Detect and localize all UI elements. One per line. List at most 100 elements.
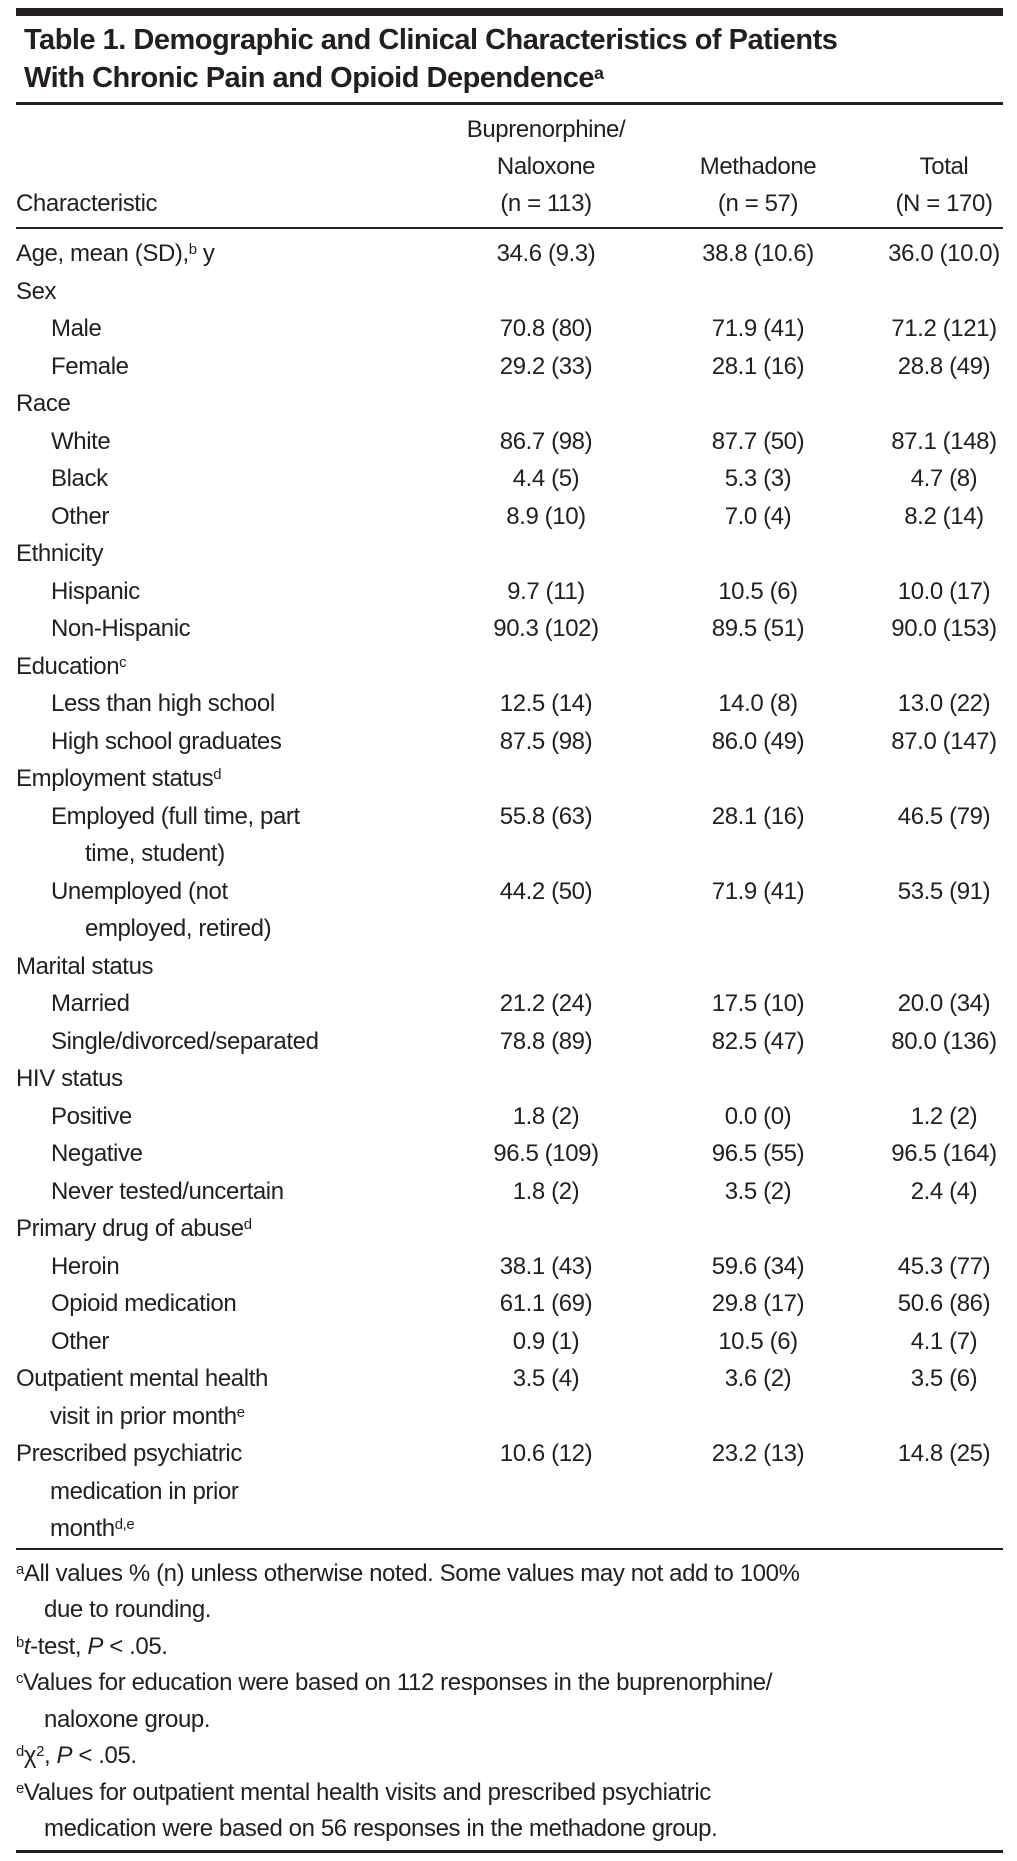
row-value: 3.6 (2) xyxy=(724,1365,792,1392)
table-row: Marital status xyxy=(16,948,1003,986)
row-label: Prescribed psychiatric medication in prio… xyxy=(16,1435,461,1548)
row-value xyxy=(631,1060,885,1098)
row-label-text: Sex xyxy=(16,277,57,305)
row-value: 53.5 (91) xyxy=(897,877,991,905)
row-value xyxy=(631,535,885,573)
row-value: 0.0 (0) xyxy=(724,1102,792,1130)
row-value: 96.5 (164) xyxy=(891,1140,997,1167)
row-label: Opioid medication xyxy=(16,1285,461,1323)
table-row: Other 0.9 (1) 10.5 (6) 4.1 (7) xyxy=(16,1323,1003,1361)
row-value: 44.2 (50) xyxy=(499,877,593,905)
row-value xyxy=(461,760,631,798)
row-value: 12.5 (14) xyxy=(499,690,593,717)
row-label-text: Single/divorced/separated xyxy=(51,1027,319,1055)
col-header-line: Methadone xyxy=(699,153,817,180)
row-label: White xyxy=(16,423,461,461)
table-title-line-1: Table 1. Demographic and Clinical Charac… xyxy=(24,24,838,56)
row-label: Positive xyxy=(16,1098,461,1136)
row-label: Unemployed (not employed, retired) xyxy=(16,873,461,948)
row-label-text: White xyxy=(51,427,111,455)
table-row: Other 8.9 (10) 7.0 (4) 8.2 (14) xyxy=(16,498,1003,536)
row-value: 9.7 (11) xyxy=(507,577,585,605)
row-value xyxy=(461,1210,631,1248)
row-value: 3.5 (2) xyxy=(724,1177,792,1205)
footnote-line: dχ2, P < .05. xyxy=(16,1742,137,1769)
row-label-text: Unemployed (not xyxy=(51,877,228,905)
row-label-text: Primary drug of abused xyxy=(16,1215,252,1242)
row-label-text: Age, mean (SD),b y xyxy=(16,240,215,267)
row-value: 20.0 (34) xyxy=(897,990,991,1017)
row-value: 0.9 (1) xyxy=(512,1327,580,1355)
table-row: Age, mean (SD),b y 34.6 (9.3) 38.8 (10.6) 3… xyxy=(16,228,1003,273)
row-value: 55.8 (63) xyxy=(499,802,593,830)
table-row: Educationc xyxy=(16,648,1003,686)
table-row: Race xyxy=(16,385,1003,423)
row-label: Non-Hispanic xyxy=(16,610,461,648)
row-value: 17.5 (10) xyxy=(711,990,805,1017)
row-label-text: Ethnicity xyxy=(16,540,104,567)
row-value: 4.1 (7) xyxy=(910,1327,978,1355)
row-value xyxy=(631,1210,885,1248)
row-label: Educationc xyxy=(16,648,461,686)
footnote: dχ2, P < .05. xyxy=(16,1738,1003,1775)
table-row: Employment statusd xyxy=(16,760,1003,798)
table-row: Black 4.4 (5) 5.3 (3) 4.7 (8) xyxy=(16,460,1003,498)
row-value: 78.8 (89) xyxy=(499,1027,593,1055)
row-value: 71.9 (41) xyxy=(711,315,805,342)
row-label: Ethnicity xyxy=(16,535,461,573)
row-value: 1.8 (2) xyxy=(512,1177,580,1205)
header-row: Characteristic Buprenorphine/ Naloxone (… xyxy=(16,105,1003,229)
row-value: 1.8 (2) xyxy=(512,1102,580,1130)
row-label: Single/divorced/separated xyxy=(16,1023,461,1061)
row-label-continuation: employed, retired) xyxy=(85,915,272,942)
table-row: Single/divorced/separated 78.8 (89) 82.5 (… xyxy=(16,1023,1003,1061)
row-label: Never tested/uncertain xyxy=(16,1173,461,1211)
row-value: 10.5 (6) xyxy=(718,577,798,605)
table-row: Outpatient mental health visit in prior m… xyxy=(16,1360,1003,1435)
footnote: eValues for outpatient mental health vis… xyxy=(16,1775,1003,1848)
row-value xyxy=(631,948,885,986)
table-row: Opioid medication 61.1 (69) 29.8 (17) 50.6 … xyxy=(16,1285,1003,1323)
table-row: Primary drug of abused xyxy=(16,1210,1003,1248)
row-label: Negative xyxy=(16,1135,461,1173)
row-label: Married xyxy=(16,985,461,1023)
footnote: bt-test, P < .05. xyxy=(16,1629,1003,1666)
top-rule-bar xyxy=(16,8,1003,16)
row-label-text: Other xyxy=(51,502,110,530)
row-value: 1.2 (2) xyxy=(910,1102,978,1130)
row-label-continuation: visit in prior monthe xyxy=(50,1402,245,1430)
col-header-buprenorphine-naloxone: Buprenorphine/ Naloxone (n = 113) xyxy=(461,105,631,229)
footnote-line-continuation: due to rounding. xyxy=(44,1596,212,1623)
table-row: Sex xyxy=(16,273,1003,311)
row-label-text: Negative xyxy=(51,1140,143,1167)
row-label: Other xyxy=(16,498,461,536)
row-value: 71.2 (121) xyxy=(891,315,997,342)
rule-above-footnotes xyxy=(16,1547,1003,1550)
row-value: 21.2 (24) xyxy=(499,990,593,1017)
row-label-text: Less than high school xyxy=(51,690,275,717)
table-row: Prescribed psychiatric medication in prio… xyxy=(16,1435,1003,1548)
row-label-text: Black xyxy=(51,465,108,492)
row-label: Male xyxy=(16,310,461,348)
row-value: 4.7 (8) xyxy=(910,465,978,492)
row-value: 45.3 (77) xyxy=(897,1252,991,1280)
col-header-methadone: Methadone (n = 57) xyxy=(631,105,885,229)
table-row: Employed (full time, part time, student) 5… xyxy=(16,798,1003,873)
row-value xyxy=(631,385,885,423)
row-value: 59.6 (34) xyxy=(711,1252,805,1280)
table-row: Never tested/uncertain 1.8 (2) 3.5 (2) 2.4 … xyxy=(16,1173,1003,1211)
row-label-continuation: monthd,e xyxy=(50,1515,135,1542)
row-value: 86.0 (49) xyxy=(711,727,805,755)
row-value xyxy=(885,273,1003,311)
footnote: aAll values % (n) unless otherwise noted… xyxy=(16,1556,1003,1629)
col-header-line: (n = 113) xyxy=(500,190,592,217)
row-value: 86.7 (98) xyxy=(499,427,593,455)
row-value: 5.3 (3) xyxy=(724,465,792,492)
row-label-text: Positive xyxy=(51,1102,132,1130)
row-label: Employed (full time, part time, student) xyxy=(16,798,461,873)
row-value: 34.6 (9.3) xyxy=(496,240,596,267)
row-label-text: Opioid medication xyxy=(51,1290,237,1317)
row-label-text: Marital status xyxy=(16,952,154,980)
row-label: Age, mean (SD),b y xyxy=(16,228,461,273)
table-row: Hispanic 9.7 (11) 10.5 (6) 10.0 (17) xyxy=(16,573,1003,611)
